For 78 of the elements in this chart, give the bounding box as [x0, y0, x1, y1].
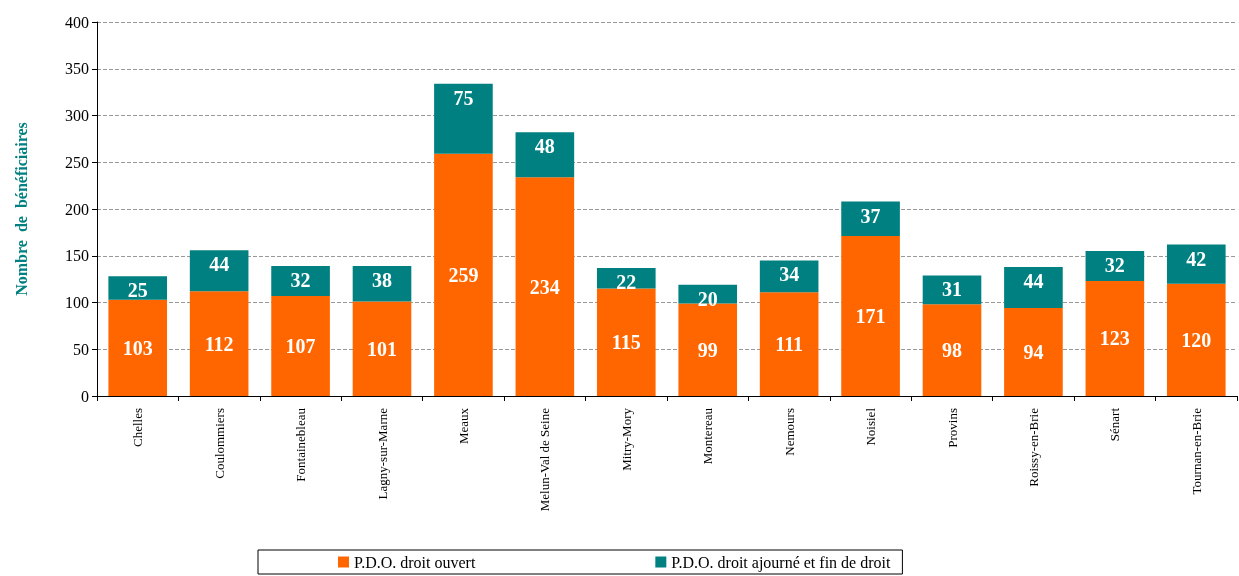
bar	[841, 201, 900, 237]
y-tick-label: 150	[65, 247, 89, 265]
x-tick-label: Chelles	[130, 408, 146, 447]
y-tick-label: 250	[65, 153, 89, 171]
bar	[271, 266, 330, 296]
data-label: 48	[534, 135, 555, 158]
bar	[596, 288, 656, 396]
x-tick-label: Melun-Val de Seine	[537, 407, 553, 512]
y-axis-title: Nombre de bénéficiaires	[12, 122, 30, 296]
bar	[108, 299, 168, 396]
data-label: 22	[616, 270, 637, 293]
bar	[1085, 281, 1145, 396]
data-label: 98	[942, 339, 962, 362]
bar	[189, 291, 249, 396]
x-tick-label: Lagny-sur-Marne	[374, 407, 390, 500]
x-tick-label: Provins	[944, 408, 960, 448]
x-tick-label: Fontainebleau	[293, 407, 309, 482]
y-tick-label: 400	[65, 13, 89, 31]
bar	[1004, 308, 1063, 396]
bar	[271, 295, 330, 396]
data-label: 94	[1023, 341, 1044, 364]
x-tick-label: Nemours	[781, 408, 797, 456]
x-tick-label: Tournan-en-Brie	[1188, 407, 1204, 495]
data-label: 234	[529, 275, 560, 298]
data-label: 112	[204, 332, 234, 355]
bar	[922, 275, 982, 305]
data-label: 34	[779, 263, 800, 286]
data-label: 38	[372, 269, 392, 292]
data-label: 111	[775, 333, 804, 356]
y-tick-label: 350	[65, 60, 89, 78]
legend-label: P.D.O. droit ajourné et fin de droit	[671, 553, 891, 572]
bar	[108, 276, 168, 300]
bar	[1085, 251, 1145, 281]
data-label: 171	[855, 305, 886, 328]
data-label: 32	[290, 269, 311, 292]
x-tick-label: Meaux	[455, 407, 471, 445]
x-tick-label: Noisiel	[863, 407, 879, 446]
data-label: 99	[697, 338, 718, 361]
data-label: 44	[209, 253, 230, 276]
y-tick-label: 100	[65, 294, 89, 311]
data-label: 101	[367, 337, 397, 360]
data-label: 31	[942, 278, 962, 301]
data-label: 25	[127, 279, 148, 302]
x-tick-label: Coulommiers	[211, 408, 227, 479]
data-label: 120	[1181, 328, 1212, 351]
data-label: 44	[1023, 269, 1044, 292]
data-label: 32	[1104, 254, 1125, 277]
data-label: 37	[860, 204, 881, 227]
bar	[515, 132, 575, 178]
bar	[922, 304, 982, 396]
data-label: 259	[448, 263, 479, 286]
data-label: 115	[611, 331, 641, 354]
data-label: 42	[1186, 247, 1207, 270]
legend-label: P.D.O. droit ouvert	[354, 553, 476, 571]
data-label: 75	[453, 86, 474, 109]
bar	[352, 266, 412, 302]
data-label: 107	[285, 334, 316, 357]
x-tick-label: Sénart	[1107, 407, 1123, 442]
data-label: 123	[1099, 327, 1130, 350]
bar	[759, 292, 819, 396]
bar	[1166, 244, 1226, 284]
x-tick-label: Montereau	[700, 407, 716, 465]
y-tick-label: 0	[81, 387, 89, 405]
data-label: 103	[122, 336, 153, 359]
bar	[515, 177, 575, 396]
bar	[759, 260, 819, 293]
bar	[434, 153, 493, 396]
bar	[1166, 283, 1226, 396]
x-tick-label: Roissy-en-Brie	[1025, 407, 1041, 487]
bar	[1004, 266, 1063, 309]
bar	[352, 301, 412, 396]
y-tick-label: 50	[73, 340, 89, 358]
bar	[434, 83, 493, 154]
bar	[189, 250, 249, 292]
bar	[841, 236, 900, 396]
x-tick-label: Mitry-Mory	[618, 407, 634, 471]
y-tick-label: 300	[65, 107, 89, 124]
y-tick-label: 200	[65, 200, 89, 218]
